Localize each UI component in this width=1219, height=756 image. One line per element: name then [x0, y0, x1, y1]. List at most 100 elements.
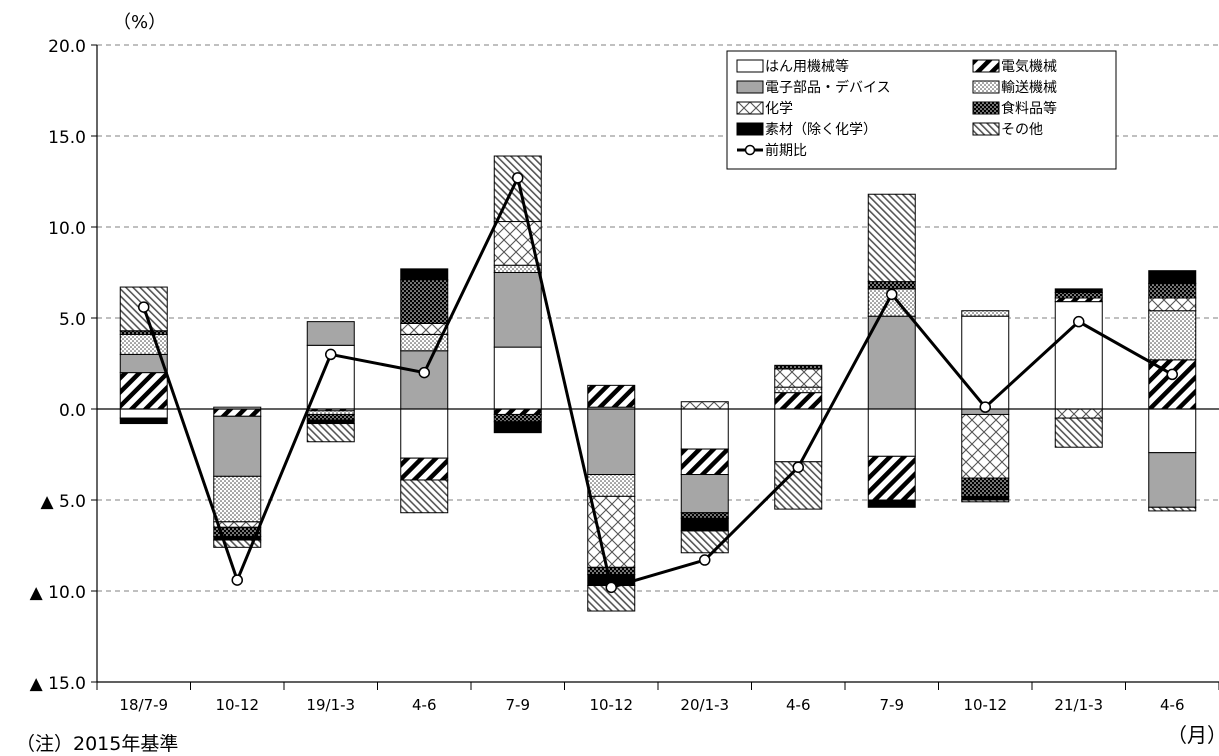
- legend-swatch: [972, 122, 1000, 136]
- x-tick-label: 4-6: [412, 696, 437, 714]
- bar-segment: [400, 457, 449, 481]
- y-tick-label: ▲ 5.0: [40, 492, 86, 512]
- bar-segment: [306, 419, 355, 425]
- bar-segment: [1148, 310, 1197, 361]
- bar-segment: [1148, 408, 1197, 454]
- x-tick-label: 21/1-3: [1054, 696, 1103, 714]
- legend-swatch: [972, 101, 1000, 115]
- bar-segment: [680, 401, 729, 410]
- bar-segment: [961, 495, 1010, 501]
- y-axis-unit: （%）: [113, 12, 166, 33]
- bar-segment: [493, 264, 542, 274]
- bar-segment: [587, 495, 636, 568]
- bar-segment: [213, 539, 262, 548]
- legend-label: その他: [1001, 122, 1043, 138]
- line-point: [512, 172, 524, 184]
- bar-segment: [400, 322, 449, 335]
- line-point: [886, 288, 898, 301]
- line-point: [231, 574, 243, 586]
- x-tick-label: 10-12: [963, 696, 1007, 714]
- bar-segment: [306, 413, 355, 421]
- bar-segment: [213, 521, 262, 528]
- legend-label: 電気機械: [1001, 59, 1057, 75]
- legend-label: はん用機械等: [765, 58, 849, 75]
- y-tick-label: 15.0: [48, 128, 86, 148]
- bar-segment: [961, 499, 1010, 503]
- x-tick-label: 18/7-9: [119, 696, 168, 714]
- bar-segment: [306, 410, 355, 415]
- y-tick-label: ▲ 15.0: [30, 674, 86, 694]
- line-point: [979, 401, 991, 413]
- bar-segment: [867, 408, 916, 457]
- bar-segment: [1054, 292, 1103, 299]
- bar-segment: [774, 364, 823, 370]
- x-tick-label: 7-9: [880, 696, 905, 714]
- bar-segment: [1054, 408, 1103, 419]
- line-point: [418, 366, 430, 379]
- bar-segment: [1054, 288, 1103, 294]
- bar-segment: [213, 415, 262, 477]
- x-tick-label: 20/1-3: [680, 696, 729, 714]
- line-point: [138, 301, 150, 313]
- bar-segment: [587, 566, 636, 576]
- bar-segment: [1148, 282, 1197, 299]
- bar-segment: [1148, 506, 1197, 512]
- bar-segment: [680, 474, 729, 514]
- bar-segment: [961, 310, 1010, 317]
- legend-swatch: [736, 80, 764, 94]
- legend-label: 素材（除く化学）: [765, 122, 877, 138]
- legend-label: 電子部品・デバイス: [765, 79, 891, 96]
- bar-segment: [680, 408, 729, 450]
- x-tick-label: 10-12: [589, 696, 633, 714]
- x-tick-label: 19/1-3: [306, 696, 355, 714]
- bar-segment: [867, 193, 916, 283]
- line-point: [605, 581, 617, 594]
- y-tick-label: 0.0: [59, 401, 86, 421]
- legend-label: 前期比: [765, 142, 807, 159]
- legend-swatch: [736, 59, 764, 73]
- bar-segment: [867, 281, 916, 290]
- legend-box: [726, 50, 1117, 170]
- bar-segment: [1148, 452, 1197, 508]
- bar-segment: [867, 499, 916, 508]
- bar-segment: [587, 408, 636, 476]
- x-tick-label: 10-12: [215, 696, 259, 714]
- axes: 20.0 15.0 10.0 5.0 0.0 ▲ 5.0 ▲ 10.0 ▲ 15.0 （%） （月…: [30, 12, 1219, 747]
- bar-segment: [119, 330, 168, 335]
- bar-segment: [400, 408, 449, 459]
- bar-segment: [1054, 297, 1103, 303]
- x-tick-label: 4-6: [786, 696, 811, 714]
- y-tick-label: 20.0: [48, 37, 86, 57]
- bar-segment: [306, 423, 355, 443]
- legend-label: 化学: [765, 101, 793, 117]
- bar-segment: [774, 368, 823, 388]
- line-point: [1166, 368, 1178, 381]
- legend-label: 輸送機械: [1001, 80, 1057, 96]
- bar-segment: [774, 392, 823, 410]
- legend-swatch: [972, 59, 1000, 73]
- bar-segment: [213, 475, 262, 523]
- bar-segment: [400, 350, 449, 410]
- bar-segment: [961, 477, 1010, 497]
- bar-segment: [1148, 270, 1197, 284]
- bar-segment: [961, 315, 1010, 410]
- y-tick-label: 5.0: [59, 310, 86, 330]
- stacked-bars: [119, 155, 1197, 612]
- legend-swatch: [736, 101, 764, 115]
- bar-segment: [680, 517, 729, 532]
- bar-segment: [400, 279, 449, 324]
- bar-segment: [493, 408, 542, 415]
- bar-segment: [680, 448, 729, 476]
- bar-segment: [306, 321, 355, 346]
- y-tick-label: ▲ 10.0: [30, 583, 86, 603]
- bar-segment: [774, 386, 823, 394]
- bar-segment: [213, 408, 262, 417]
- grid-lines: [97, 44, 1219, 592]
- line-point: [325, 348, 337, 361]
- bar-segment: [400, 479, 449, 514]
- line-point: [699, 554, 711, 566]
- bar-segment: [119, 408, 168, 419]
- x-axis-unit: （月）: [1167, 723, 1219, 747]
